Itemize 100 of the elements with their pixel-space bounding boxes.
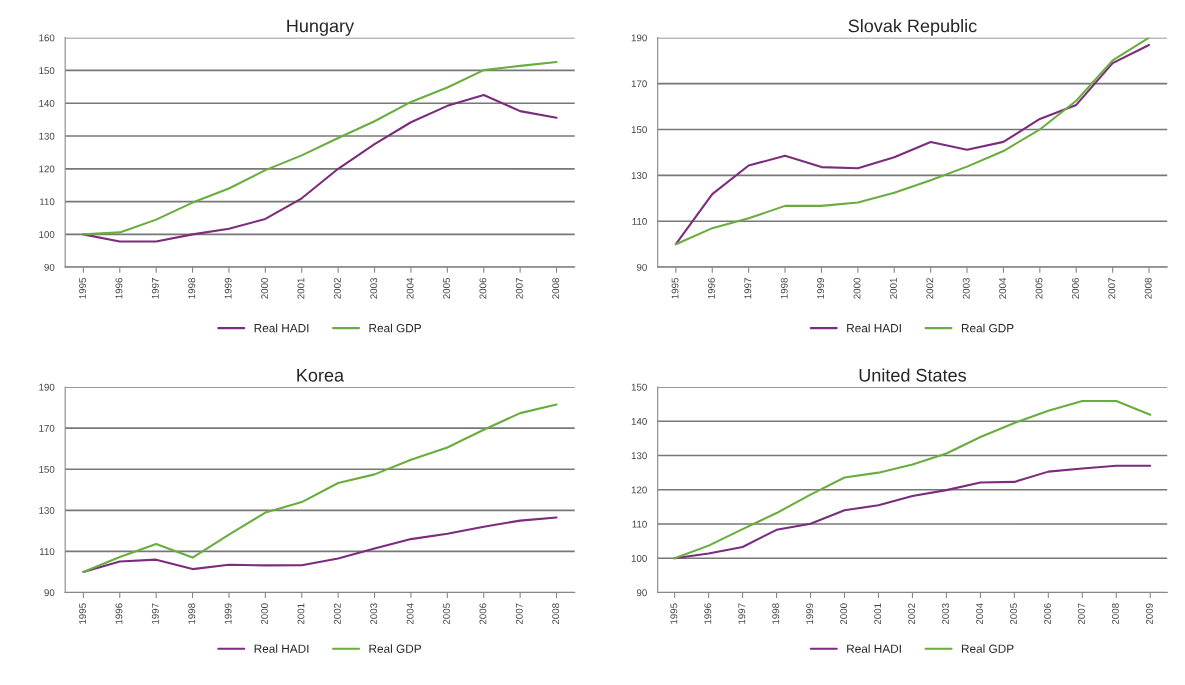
y-tick-label: 130 (631, 452, 647, 460)
x-tick-label: 1997 (151, 603, 159, 624)
x-tick-label: 2001 (889, 278, 897, 299)
y-tick-label: 100 (631, 555, 647, 562)
x-tick-label: 2008 (1112, 603, 1119, 625)
x-tick-label: 1995 (671, 277, 679, 299)
y-tick-label: 90 (44, 263, 55, 271)
y-tick-label: 190 (631, 34, 647, 42)
x-tick-label: 1999 (224, 278, 232, 299)
y-tick-label: 130 (39, 507, 55, 514)
x-tick-label: 2006 (479, 277, 487, 299)
legend-label: Real GDP (961, 644, 1014, 653)
chart-title: United States (859, 368, 966, 382)
x-tick-label: 2007 (515, 278, 523, 299)
x-tick-label: 1998 (772, 603, 780, 624)
x-tick-label: 1995 (670, 603, 678, 624)
legend-label: Real GDP (961, 323, 1014, 333)
x-tick-label: 2003 (962, 277, 970, 299)
x-tick-label: 1997 (738, 603, 746, 624)
y-tick-label: 160 (39, 34, 55, 42)
x-tick-label: 1996 (115, 603, 123, 624)
x-tick-label: 2002 (908, 603, 916, 625)
x-tick-label: 1996 (704, 603, 712, 624)
x-tick-label: 2001 (874, 603, 882, 625)
legend-label: Real HADI (254, 323, 309, 333)
x-tick-label: 2005 (443, 603, 450, 625)
x-tick-label: 2007 (515, 603, 523, 625)
x-tick-label: 2006 (479, 603, 487, 625)
y-tick-label: 110 (40, 198, 55, 206)
x-tick-label: 1998 (188, 277, 196, 299)
x-tick-label: 2008 (552, 603, 560, 625)
x-tick-label: 2004 (406, 277, 414, 299)
x-tick-label: 1996 (707, 277, 715, 299)
x-tick-label: 2005 (443, 277, 450, 299)
y-tick-label: 150 (631, 126, 647, 134)
x-tick-label: 1995 (79, 277, 86, 299)
x-tick-label: 2004 (406, 603, 414, 625)
x-tick-label: 1997 (744, 278, 752, 299)
y-tick-label: 150 (39, 465, 55, 473)
x-tick-label: 2005 (1010, 603, 1017, 625)
y-tick-label: 120 (631, 486, 647, 494)
line-series (82, 60, 558, 236)
y-tick-label: 140 (39, 99, 55, 107)
y-tick-label: 90 (636, 263, 647, 271)
x-tick-label: 2003 (370, 277, 378, 299)
y-tick-label: 190 (39, 383, 55, 391)
chart-title: Korea (297, 369, 345, 382)
y-tick-label: 90 (44, 589, 55, 597)
legend-label: Real HADI (254, 644, 309, 653)
y-tick-label: 170 (39, 424, 55, 432)
x-tick-label: 2000 (261, 277, 268, 299)
y-tick-label: 150 (39, 67, 55, 75)
line-series (82, 403, 558, 574)
y-tick-label: 140 (631, 418, 647, 425)
x-tick-label: 2005 (1035, 277, 1043, 299)
x-tick-label: 1999 (806, 603, 814, 624)
legend-label: Real HADI (847, 323, 901, 333)
legend-label: Real GDP (369, 644, 421, 653)
x-tick-label: 2009 (1145, 603, 1153, 625)
y-tick-label: 110 (632, 520, 647, 528)
line-series (82, 94, 558, 243)
y-tick-label: 170 (631, 80, 647, 88)
x-tick-label: 1998 (188, 603, 196, 624)
y-tick-label: 130 (631, 172, 647, 179)
x-tick-label: 2008 (1144, 277, 1152, 299)
x-tick-label: 1995 (79, 603, 86, 624)
x-tick-label: 2000 (261, 603, 268, 625)
x-tick-label: 2006 (1071, 277, 1079, 299)
y-tick-label: 150 (631, 383, 647, 391)
y-tick-label: 120 (39, 165, 55, 173)
x-tick-label: 1997 (151, 278, 159, 299)
x-tick-label: 2001 (297, 603, 305, 625)
x-tick-label: 2003 (370, 603, 378, 625)
chart-title: Slovak Republic (848, 19, 977, 36)
x-tick-label: 2001 (297, 278, 305, 299)
x-tick-label: 2006 (1044, 603, 1051, 625)
y-tick-label: 110 (40, 548, 55, 556)
chart-title: Hungary (287, 19, 355, 36)
x-tick-label: 2007 (1078, 603, 1085, 625)
x-tick-label: 2000 (853, 277, 861, 299)
line-series (673, 400, 1152, 560)
x-tick-label: 2002 (333, 603, 341, 625)
y-tick-label: 130 (39, 132, 55, 140)
x-tick-label: 1999 (817, 278, 825, 299)
y-tick-label: 90 (636, 589, 647, 597)
x-tick-label: 2008 (552, 277, 560, 299)
x-tick-label: 1996 (115, 277, 123, 299)
x-tick-label: 2004 (999, 277, 1007, 299)
x-tick-label: 2003 (942, 603, 950, 625)
x-tick-label: 2002 (926, 278, 934, 299)
legend-label: Real HADI (847, 644, 901, 653)
legend-label: Real GDP (369, 323, 421, 333)
y-tick-label: 100 (39, 231, 55, 238)
x-tick-label: 2007 (1108, 278, 1116, 299)
y-tick-label: 110 (632, 217, 647, 225)
x-tick-label: 1999 (224, 603, 232, 624)
x-tick-label: 2000 (840, 603, 848, 625)
x-tick-label: 2002 (333, 278, 341, 299)
x-tick-label: 1998 (780, 277, 788, 299)
x-tick-label: 2004 (976, 603, 983, 625)
